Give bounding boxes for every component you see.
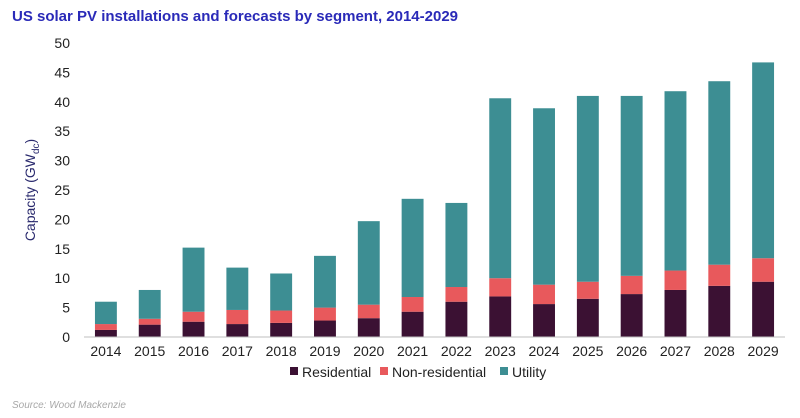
x-tick-label: 2015 xyxy=(134,343,165,359)
bar-utility-2021 xyxy=(401,198,424,298)
bar-residential-2018 xyxy=(270,322,293,337)
bar-utility-2018 xyxy=(270,273,293,311)
x-tick-label: 2021 xyxy=(397,343,428,359)
bar-non-residential-2019 xyxy=(314,307,336,321)
x-tick-label: 2017 xyxy=(222,343,253,359)
bar-utility-2028 xyxy=(708,81,731,265)
legend-label: Non-residential xyxy=(392,364,486,380)
chart-title: US solar PV installations and forecasts … xyxy=(12,8,459,25)
bar-utility-2015 xyxy=(138,289,161,319)
bar-non-residential-2026 xyxy=(620,275,643,295)
legend-label: Residential xyxy=(302,364,371,380)
bar-residential-2014 xyxy=(94,329,117,337)
bar-non-residential-2015 xyxy=(138,318,161,325)
x-tick-label: 2024 xyxy=(528,343,559,359)
legend-swatch xyxy=(290,367,298,375)
y-tick-label: 20 xyxy=(54,211,70,227)
legend-swatch xyxy=(380,367,388,375)
y-axis-ticks: 0 5 10 15 20 25 30 35 40 45 50 xyxy=(54,35,70,345)
bar-residential-2026 xyxy=(620,294,643,337)
x-tick-label: 2029 xyxy=(748,343,779,359)
bar-utility-2024 xyxy=(533,108,555,285)
legend-label: Utility xyxy=(512,364,546,380)
legend: Residential Non-residential Utility xyxy=(290,364,546,380)
bar-residential-2022 xyxy=(445,301,468,337)
bar-residential-2016 xyxy=(182,321,205,337)
bar-utility-2023 xyxy=(489,98,512,279)
bar-non-residential-2021 xyxy=(401,297,424,312)
y-tick-label: 5 xyxy=(62,300,70,316)
bar-residential-2021 xyxy=(401,311,424,337)
x-tick-label: 2019 xyxy=(309,343,340,359)
bar-non-residential-2014 xyxy=(94,324,117,330)
y-tick-label: 35 xyxy=(54,123,70,139)
bar-residential-2019 xyxy=(314,320,336,337)
y-tick-label: 30 xyxy=(54,153,70,169)
bar-non-residential-2016 xyxy=(182,311,205,322)
x-tick-label: 2027 xyxy=(660,343,691,359)
bar-non-residential-2022 xyxy=(445,287,468,302)
y-tick-label: 10 xyxy=(54,270,70,286)
bar-utility-2017 xyxy=(226,267,249,310)
x-tick-label: 2026 xyxy=(616,343,647,359)
bar-non-residential-2027 xyxy=(664,270,687,290)
bar-utility-2014 xyxy=(94,301,117,325)
x-tick-label: 2025 xyxy=(572,343,603,359)
bar-residential-2029 xyxy=(752,281,775,337)
bar-residential-2027 xyxy=(664,289,687,337)
x-axis-ticks: 2014 2015 2016 2017 2018 2019 2020 2021 2022 2023… xyxy=(90,343,779,359)
bar-residential-2020 xyxy=(357,318,380,337)
bar-residential-2023 xyxy=(489,296,512,337)
bar-utility-2019 xyxy=(314,255,336,308)
bar-utility-2022 xyxy=(445,202,468,288)
bar-residential-2028 xyxy=(708,285,731,337)
bar-non-residential-2029 xyxy=(752,258,775,282)
x-tick-label: 2022 xyxy=(441,343,472,359)
y-tick-label: 50 xyxy=(54,35,70,51)
y-tick-label: 45 xyxy=(54,64,70,80)
y-tick-label: 25 xyxy=(54,182,70,198)
bar-utility-2025 xyxy=(576,95,599,282)
bar-utility-2020 xyxy=(357,221,380,305)
bar-non-residential-2025 xyxy=(576,281,599,299)
bar-non-residential-2018 xyxy=(270,310,293,323)
bars-group xyxy=(94,62,775,337)
bar-non-residential-2028 xyxy=(708,264,731,286)
bar-non-residential-2023 xyxy=(489,278,512,297)
x-tick-label: 2016 xyxy=(178,343,209,359)
x-tick-label: 2028 xyxy=(704,343,735,359)
bar-utility-2016 xyxy=(182,247,205,312)
y-tick-label: 0 xyxy=(62,329,70,345)
y-tick-label: 15 xyxy=(54,241,70,257)
bar-non-residential-2017 xyxy=(226,309,249,325)
bar-non-residential-2020 xyxy=(357,304,380,319)
bar-residential-2025 xyxy=(576,298,599,337)
bar-non-residential-2024 xyxy=(533,284,555,305)
legend-swatch xyxy=(500,367,508,375)
bar-residential-2015 xyxy=(138,324,161,337)
bar-utility-2027 xyxy=(664,91,687,271)
bar-utility-2029 xyxy=(752,62,775,259)
bar-residential-2024 xyxy=(533,304,555,337)
y-tick-label: 40 xyxy=(54,94,70,110)
x-tick-label: 2018 xyxy=(266,343,297,359)
bar-utility-2026 xyxy=(620,95,643,276)
bar-residential-2017 xyxy=(226,324,249,337)
x-tick-label: 2023 xyxy=(485,343,516,359)
x-tick-label: 2020 xyxy=(353,343,384,359)
source-note: Source: Wood Mackenzie xyxy=(12,400,126,411)
x-tick-label: 2014 xyxy=(90,343,121,359)
